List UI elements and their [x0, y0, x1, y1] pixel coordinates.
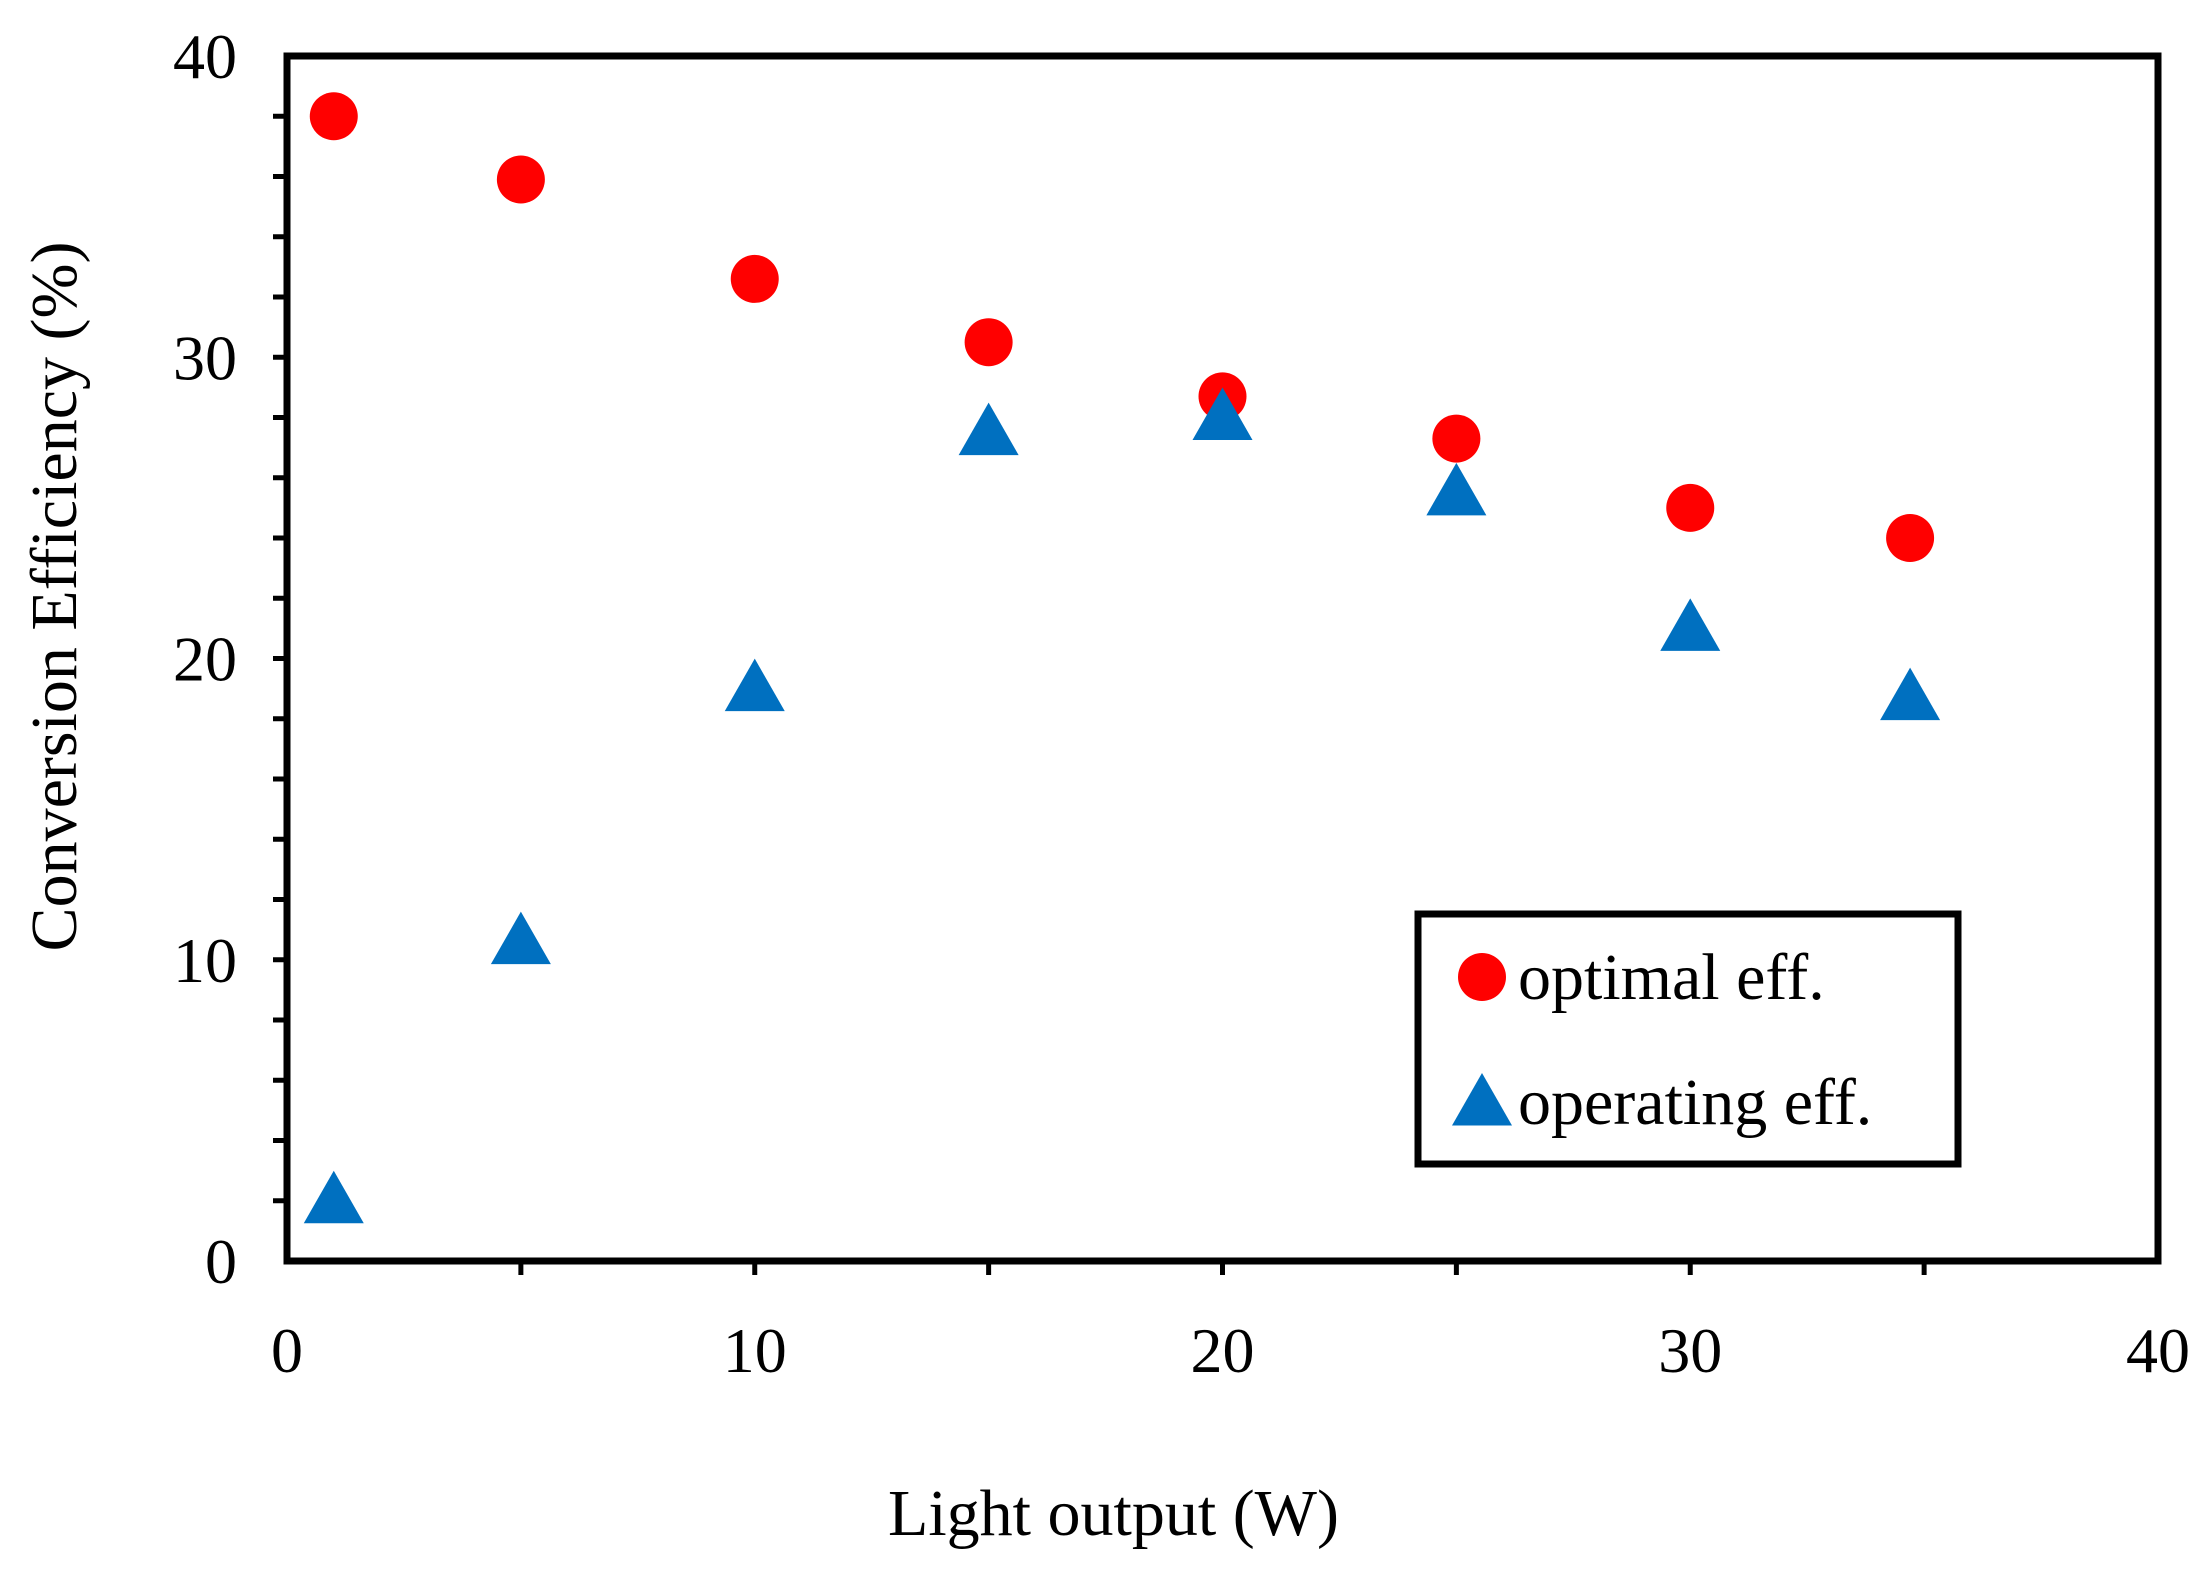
data-point-optimal	[1886, 514, 1935, 562]
data-point-operating	[1880, 667, 1941, 721]
x-axis-title: Light output (W)	[888, 1477, 1339, 1550]
data-point-operating	[1192, 387, 1253, 440]
y-tick-labels: 0 10 20 30 40	[173, 21, 237, 1297]
x-tick-label: 40	[2126, 1315, 2190, 1386]
x-tick-label: 0	[271, 1315, 303, 1386]
data-point-operating	[1660, 598, 1721, 651]
x-tick-label: 10	[723, 1315, 787, 1386]
legend-marker-optimal	[1458, 953, 1506, 1001]
data-point-operating	[490, 911, 551, 965]
series-operating	[303, 387, 1941, 1224]
legend-marker-operating	[1452, 1073, 1512, 1126]
plot-area-frame	[283, 52, 2162, 1265]
legend: optimal eff. operating eff.	[1414, 910, 1962, 1168]
data-point-optimal	[1432, 414, 1481, 463]
legend-label-operating: operating eff.	[1518, 1066, 1872, 1139]
data-point-optimal	[730, 254, 779, 303]
y-tick-label: 20	[173, 624, 237, 695]
legend-label-optimal: optimal eff.	[1518, 941, 1825, 1014]
y-tick-label: 10	[173, 925, 237, 996]
y-axis-title: Conversion Efficiency (%)	[18, 242, 91, 952]
x-tick-label: 30	[1658, 1315, 1722, 1386]
data-point-operating	[1426, 462, 1487, 516]
data-point-operating	[724, 658, 785, 712]
y-tick-label: 0	[205, 1226, 237, 1297]
data-point-operating	[958, 402, 1019, 456]
y-tick-label: 30	[173, 322, 237, 393]
series-layer	[303, 92, 1941, 1224]
y-tick-label: 40	[173, 21, 237, 92]
series-optimal	[309, 92, 1935, 562]
x-tick-label: 20	[1191, 1315, 1255, 1386]
data-point-optimal	[964, 318, 1013, 367]
data-point-operating	[303, 1170, 364, 1224]
data-point-optimal	[1666, 483, 1715, 532]
x-tick-labels: 0 10 20 30 40	[271, 1315, 2190, 1386]
data-point-optimal	[309, 92, 358, 141]
data-point-optimal	[496, 155, 545, 204]
